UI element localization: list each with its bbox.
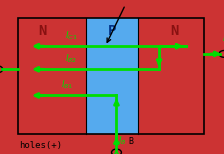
Bar	[86, 18, 138, 134]
Bar	[18, 18, 204, 134]
Text: N: N	[170, 24, 179, 38]
Text: $I_B$: $I_B$	[118, 135, 126, 148]
Bar	[138, 18, 204, 134]
Text: $I_{C1}$: $I_{C1}$	[65, 30, 78, 42]
Text: N: N	[38, 24, 47, 38]
Text: P: P	[108, 24, 116, 38]
Text: holes(+): holes(+)	[19, 141, 62, 150]
Text: $I_{B1}$: $I_{B1}$	[61, 79, 73, 91]
Text: B: B	[129, 137, 134, 146]
Text: $I_C$: $I_C$	[222, 33, 224, 45]
Bar	[18, 18, 86, 134]
Text: $I_{B2}$: $I_{B2}$	[65, 53, 78, 65]
